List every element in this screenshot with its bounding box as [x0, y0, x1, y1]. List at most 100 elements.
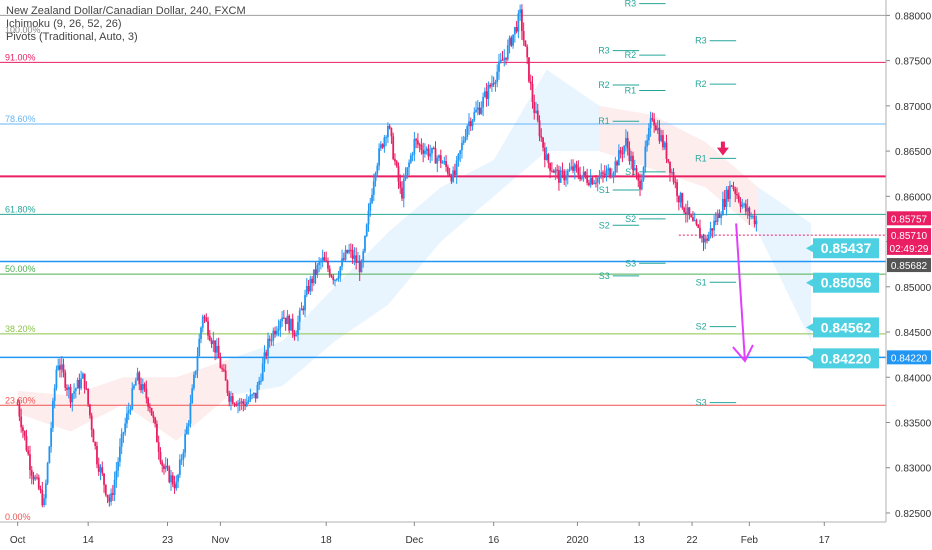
candle-body — [307, 286, 310, 292]
candle-body — [633, 168, 636, 170]
candle-body — [101, 467, 104, 474]
candle-body — [489, 84, 492, 87]
candle-body — [718, 213, 721, 218]
annotation-box — [813, 238, 879, 259]
pivot-label: S2 — [599, 220, 610, 230]
candle-body — [304, 295, 306, 311]
candle-body — [80, 378, 83, 389]
candle-body — [723, 198, 726, 207]
candle-body — [743, 203, 745, 205]
candle-body — [279, 321, 282, 329]
candle-body — [670, 171, 673, 173]
candle-body — [644, 146, 647, 168]
price-tick-label: 0.87000 — [895, 102, 932, 113]
candle-body — [219, 358, 222, 368]
candle-body — [330, 275, 333, 277]
candle-body — [506, 45, 509, 60]
candle-body — [750, 215, 753, 217]
candle-body — [397, 166, 400, 182]
time-tick-label: Oct — [10, 535, 26, 546]
candle-body — [672, 171, 675, 182]
price-tag — [887, 211, 931, 226]
candle-body — [37, 477, 40, 489]
candle-body — [692, 217, 694, 221]
candle-body — [23, 431, 26, 436]
candle-body — [337, 276, 340, 279]
candle-body — [559, 170, 562, 183]
candle-body — [392, 136, 395, 160]
candle-body — [730, 185, 733, 187]
pivot-label: S1 — [696, 277, 707, 287]
candle-body — [457, 154, 460, 161]
candle-body — [173, 484, 176, 489]
candle-body — [513, 27, 516, 35]
candle-body — [69, 387, 72, 403]
price-tag-text: 0.85682 — [891, 261, 928, 272]
pivots-legend: Pivots (Traditional, Auto, 3) — [6, 31, 138, 43]
candle-body — [416, 140, 419, 145]
candle-body — [550, 170, 553, 172]
candle-body — [388, 126, 391, 129]
candle-body — [683, 208, 686, 213]
candle-body — [482, 96, 485, 108]
candle-body — [485, 91, 488, 99]
candle-body — [647, 128, 650, 141]
cloud-segment — [335, 232, 388, 342]
candle-body — [277, 328, 280, 331]
candle-body — [20, 416, 23, 428]
candle-body — [653, 119, 656, 126]
candle-body — [464, 136, 467, 141]
candle-body — [556, 169, 559, 171]
price-tick-label: 0.87500 — [895, 57, 932, 68]
candle-body — [113, 479, 116, 495]
candle-body — [328, 268, 331, 276]
candle-body — [29, 454, 31, 471]
candle-body — [543, 147, 546, 160]
candle-body — [124, 423, 127, 433]
candle-body — [459, 150, 462, 155]
forecast-arrow-head — [732, 344, 754, 363]
candle-body — [90, 415, 93, 431]
candle-body — [376, 165, 379, 174]
candle-body — [528, 57, 530, 82]
price-tick-label: 0.84500 — [895, 328, 932, 339]
candle-body — [381, 144, 384, 148]
candle-body — [700, 235, 703, 239]
candle-body — [498, 61, 500, 72]
candle-body — [41, 490, 44, 506]
candle-body — [189, 403, 192, 424]
time-tick-label: Dec — [405, 535, 423, 546]
candle-body — [117, 461, 120, 471]
fib-label: 61.80% — [5, 204, 36, 214]
cloud-segment — [70, 377, 124, 432]
candle-body — [383, 137, 386, 148]
candle-body — [535, 110, 537, 113]
candle-body — [30, 470, 33, 476]
candle-body — [665, 142, 668, 160]
candle-body — [50, 427, 53, 447]
candle-body — [704, 238, 707, 243]
price-axis: 0.880000.875000.870000.865000.860000.855… — [885, 0, 932, 550]
candle-body — [341, 258, 343, 267]
candle-body — [193, 374, 195, 389]
candle-body — [288, 315, 291, 331]
annotation-text: 0.85437 — [821, 240, 872, 256]
candle-body — [73, 391, 75, 394]
price-tag-text: 0.85710 — [891, 231, 928, 242]
candle-body — [468, 121, 470, 127]
candle-body — [145, 388, 148, 399]
candle-body — [522, 31, 525, 41]
candle-body — [118, 446, 121, 462]
candle-body — [588, 182, 590, 186]
fib-label: 91.00% — [5, 52, 36, 62]
candle-body — [286, 315, 289, 325]
candle-body — [89, 404, 91, 416]
candle-body — [427, 148, 430, 157]
candle-body — [134, 380, 137, 386]
candle-body — [561, 170, 564, 172]
price-tag — [887, 258, 931, 273]
candle-body — [452, 170, 455, 182]
candle-body — [87, 388, 90, 405]
candle-body — [439, 155, 442, 164]
